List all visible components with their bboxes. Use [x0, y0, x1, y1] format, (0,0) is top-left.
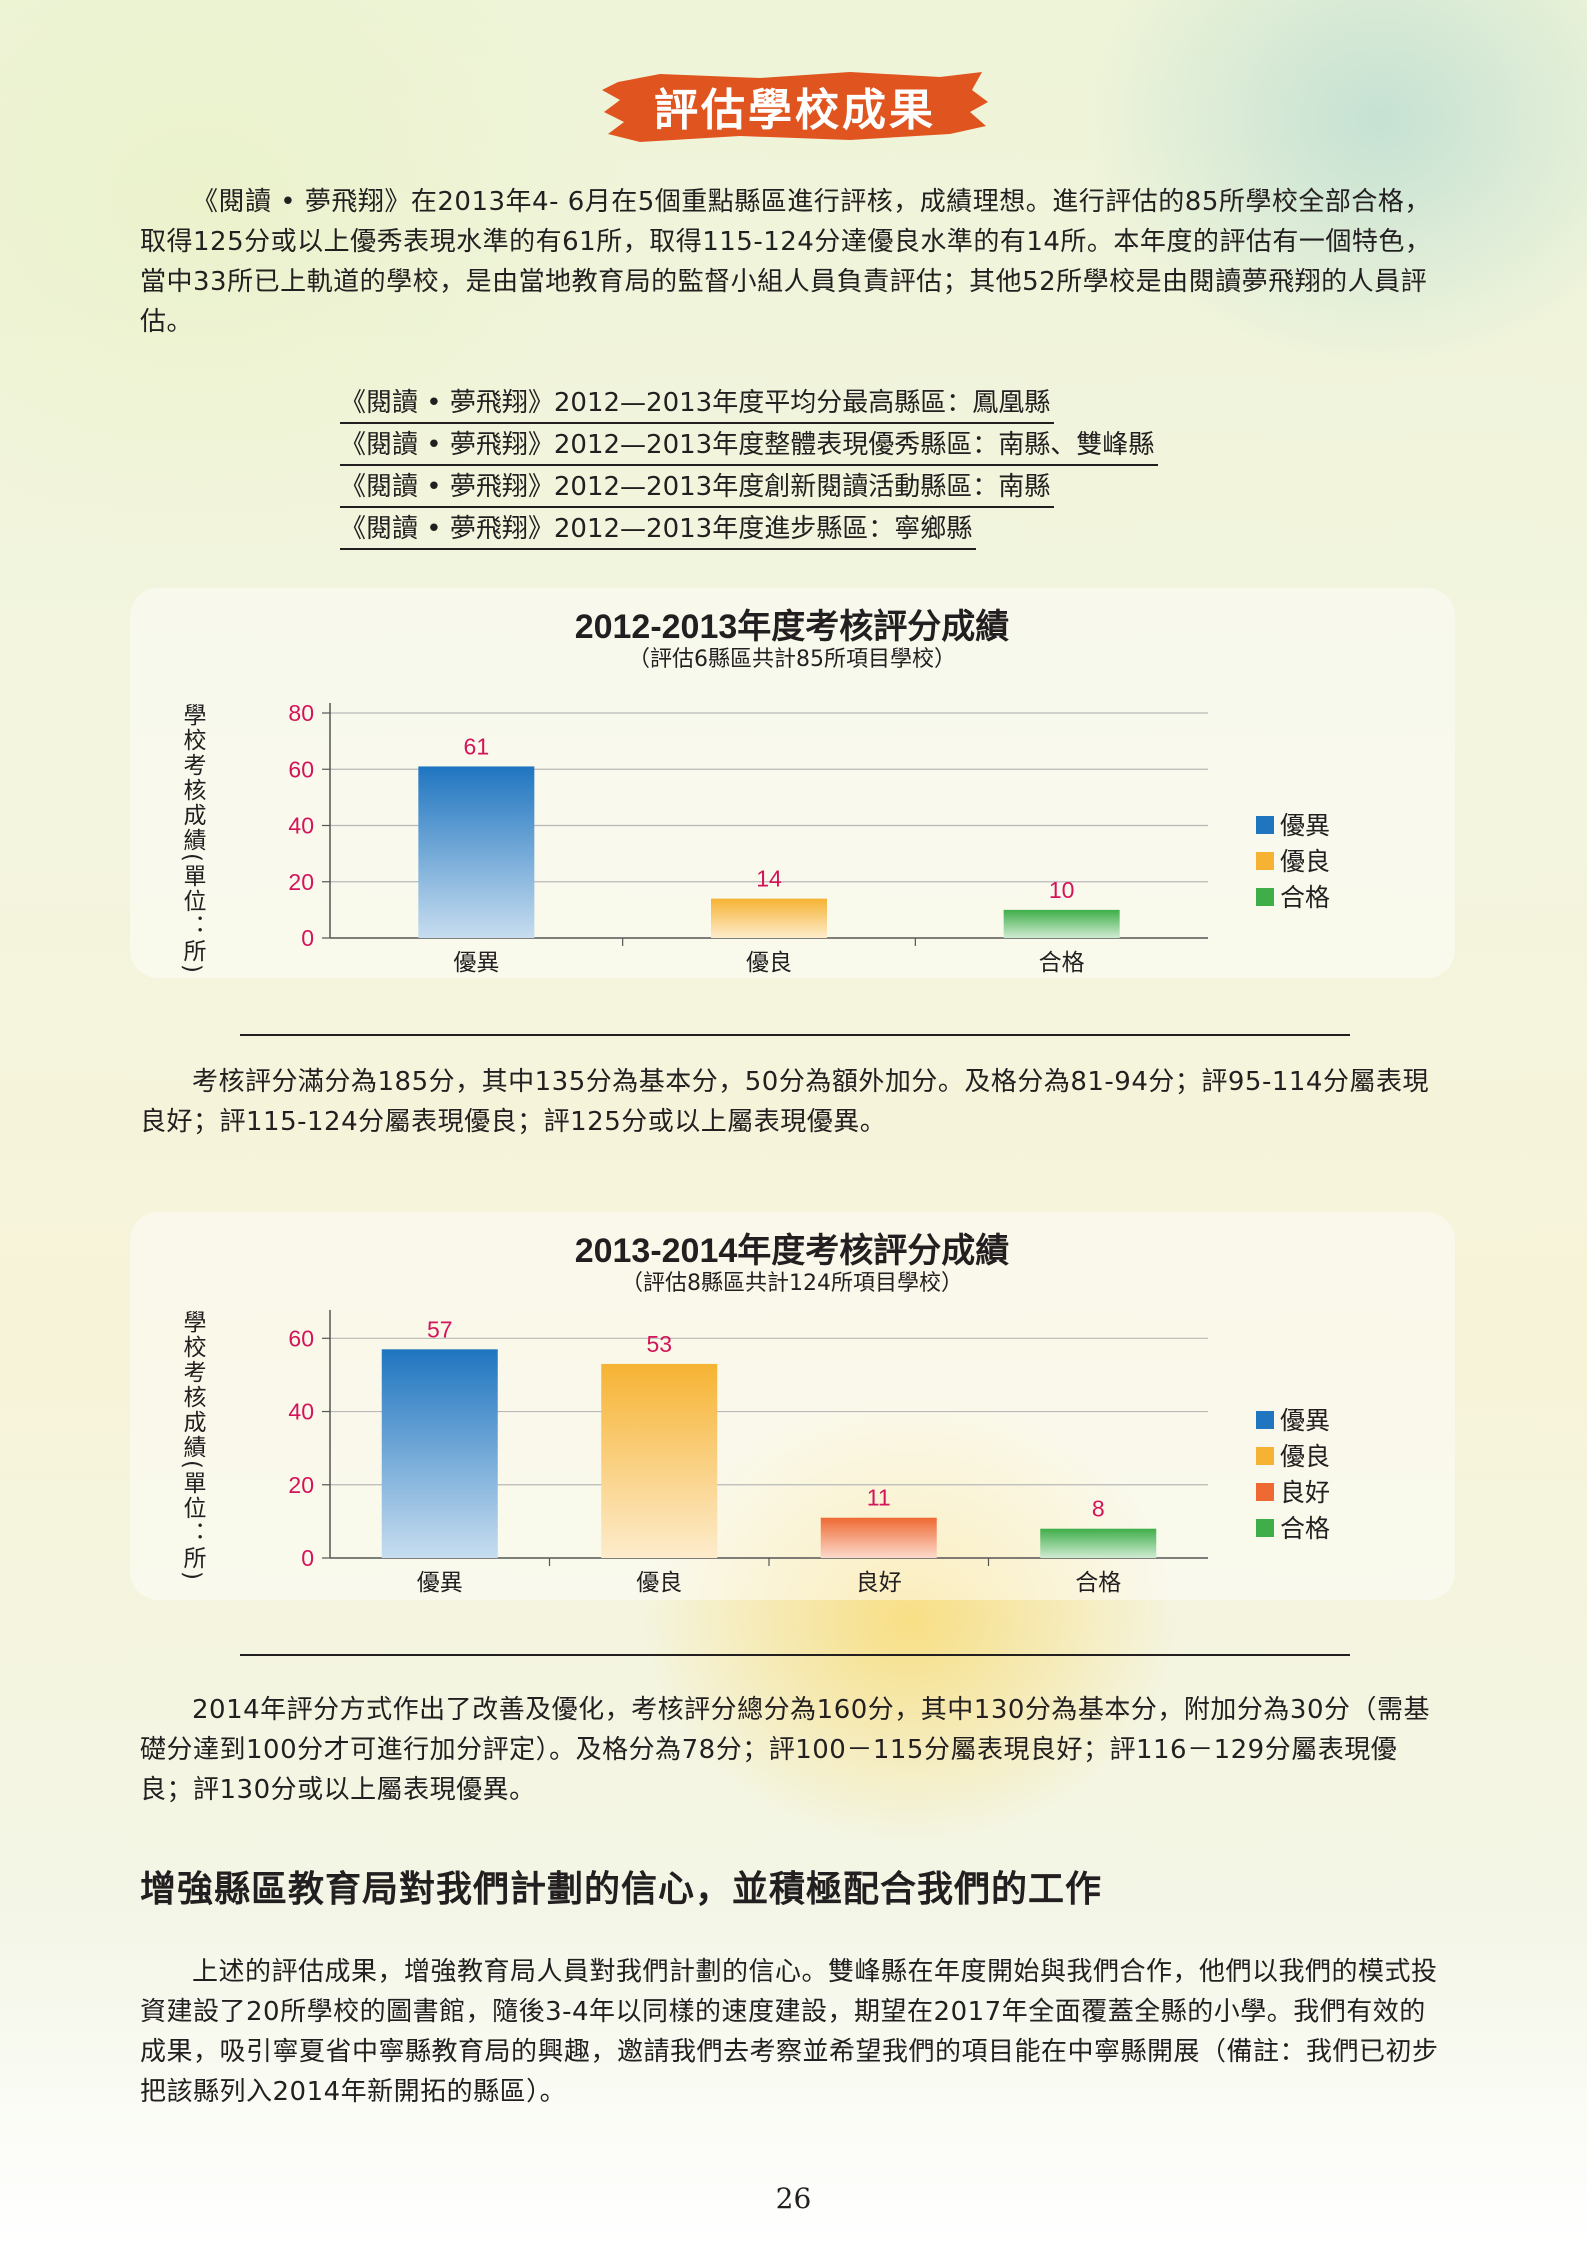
- bar-合格: [1040, 1528, 1157, 1558]
- data-label: 57: [427, 1316, 453, 1342]
- data-label: 14: [756, 866, 782, 892]
- intro-paragraph: 《閱讀 • 夢飛翔》在2013年4- 6月在5個重點縣區進行評核，成績理想。進行…: [140, 187, 1432, 337]
- y-tick-label: 20: [288, 1472, 314, 1498]
- chart-title: 2013-2014年度考核評分成績: [575, 1232, 1010, 1270]
- x-tick-label: 優異: [417, 1570, 463, 1596]
- legend-label: 合格: [1280, 883, 1330, 912]
- page-number: 26: [775, 2182, 812, 2215]
- x-tick-label: 優良: [636, 1570, 682, 1596]
- title-banner: 評估學校成果: [600, 68, 990, 144]
- y-tick-label: 80: [288, 700, 314, 726]
- y-tick-label: 20: [288, 869, 314, 895]
- bar-合格: [1003, 909, 1120, 938]
- y-axis-label: 學校考核成績(單位：所): [179, 703, 207, 975]
- legend-label: 良好: [1280, 1478, 1330, 1507]
- chart-subtitle: （評估6縣區共計85所項目學校）: [628, 647, 956, 672]
- legend-swatch: [1256, 1519, 1274, 1537]
- data-label: 61: [464, 733, 490, 759]
- chart-title: 2012-2013年度考核評分成績: [575, 608, 1010, 646]
- bar-chart-2012-2013: 2012-2013年度考核評分成績（評估6縣區共計85所項目學校） 學校考核成績(…: [179, 608, 1330, 976]
- award-item: 《閱讀 • 夢飛翔》2012—2013年度進步縣區：寧鄉縣: [340, 510, 977, 550]
- bar-優良: [601, 1363, 718, 1558]
- y-tick-label: 40: [288, 1399, 314, 1425]
- legend-swatch: [1256, 1483, 1274, 1501]
- chart-2013-2014: 2013-2014年度考核評分成績 （評估8縣區共計124所項目學校） 學校考核成績…: [130, 1212, 1455, 1600]
- legend-swatch: [1256, 1411, 1274, 1429]
- award-list: 《閱讀 • 夢飛翔》2012—2013年度平均分最高縣區：鳳凰縣 《閱讀 • 夢…: [340, 384, 1159, 552]
- award-item: 《閱讀 • 夢飛翔》2012—2013年度創新閱讀活動縣區：南縣: [340, 468, 1055, 508]
- data-label: 10: [1049, 877, 1075, 903]
- legend-swatch: [1256, 852, 1274, 870]
- divider: [240, 1654, 1350, 1656]
- y-axis-label: 學校考核成績(單位：所): [179, 1310, 207, 1582]
- x-tick-label: 合格: [1039, 950, 1085, 976]
- data-label: 11: [867, 1485, 891, 1511]
- legend-swatch: [1256, 816, 1274, 834]
- chart-subtitle: （評估8縣區共計124所項目學校）: [621, 1271, 963, 1296]
- brush-stroke-shape: [602, 72, 988, 142]
- divider: [240, 1034, 1350, 1036]
- scoring-2014-paragraph: 2014年評分方式作出了改善及優化，考核評分總分為160分，其中130分為基本分…: [140, 1695, 1431, 1805]
- bar-優良: [711, 898, 827, 938]
- legend-swatch: [1256, 888, 1274, 906]
- legend-label: 優良: [1280, 847, 1330, 876]
- y-tick-label: 40: [288, 813, 314, 839]
- bar-優異: [381, 1349, 498, 1558]
- legend-label: 合格: [1280, 1514, 1330, 1543]
- legend-label: 優異: [1280, 811, 1330, 840]
- x-tick-label: 合格: [1075, 1570, 1121, 1596]
- data-label: 8: [1092, 1496, 1105, 1522]
- y-tick-label: 60: [288, 756, 314, 782]
- data-label: 53: [646, 1331, 672, 1357]
- x-tick-label: 良好: [856, 1570, 902, 1596]
- bar-優異: [418, 766, 535, 938]
- chart-2012-2013: 2012-2013年度考核評分成績 （評估6縣區共計85所項目學校） 學校考核成績(…: [130, 588, 1455, 978]
- section-heading: 增強縣區教育局對我們計劃的信心，並積極配合我們的工作: [140, 1869, 1103, 1910]
- page-title: 評估學校成果: [654, 85, 936, 136]
- x-tick-label: 優異: [453, 950, 499, 976]
- y-tick-label: 0: [301, 1545, 314, 1571]
- award-item: 《閱讀 • 夢飛翔》2012—2013年度平均分最高縣區：鳳凰縣: [340, 384, 1055, 424]
- bar-良好: [820, 1517, 937, 1558]
- legend-swatch: [1256, 1447, 1274, 1465]
- legend-label: 優良: [1280, 1442, 1330, 1471]
- confidence-paragraph: 上述的評估成果，增強教育局人員對我們計劃的信心。雙峰縣在年度開始與我們合作，他們…: [140, 1957, 1439, 2107]
- scoring-2013-paragraph: 考核評分滿分為185分，其中135分為基本分，50分為額外加分。及格分為81-9…: [140, 1067, 1429, 1137]
- y-tick-label: 60: [288, 1325, 314, 1351]
- bar-chart-2013-2014: 2013-2014年度考核評分成績（評估8縣區共計124所項目學校） 學校考核成績…: [179, 1232, 1330, 1596]
- y-tick-label: 0: [301, 925, 314, 951]
- award-item: 《閱讀 • 夢飛翔》2012—2013年度整體表現優秀縣區：南縣、雙峰縣: [340, 426, 1159, 466]
- x-tick-label: 優良: [746, 950, 792, 976]
- legend-label: 優異: [1280, 1406, 1330, 1435]
